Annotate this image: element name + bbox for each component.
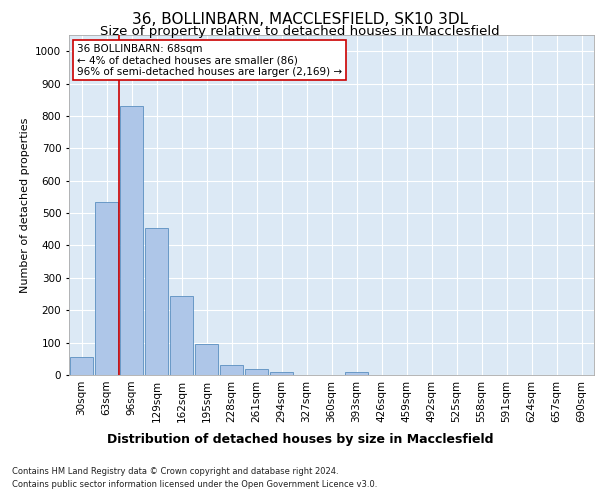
Text: Distribution of detached houses by size in Macclesfield: Distribution of detached houses by size …	[107, 432, 493, 446]
Bar	[170, 296, 193, 375]
Text: Contains public sector information licensed under the Open Government Licence v3: Contains public sector information licen…	[12, 480, 377, 489]
Bar	[220, 366, 243, 375]
Text: 36, BOLLINBARN, MACCLESFIELD, SK10 3DL: 36, BOLLINBARN, MACCLESFIELD, SK10 3DL	[132, 12, 468, 28]
Bar	[95, 202, 118, 375]
Y-axis label: Number of detached properties: Number of detached properties	[20, 118, 29, 292]
Bar	[70, 357, 93, 375]
Bar	[145, 228, 168, 375]
Text: Contains HM Land Registry data © Crown copyright and database right 2024.: Contains HM Land Registry data © Crown c…	[12, 468, 338, 476]
Text: 36 BOLLINBARN: 68sqm
← 4% of detached houses are smaller (86)
96% of semi-detach: 36 BOLLINBARN: 68sqm ← 4% of detached ho…	[77, 44, 342, 76]
Bar	[195, 344, 218, 375]
Bar	[270, 372, 293, 375]
Bar	[120, 106, 143, 375]
Text: Size of property relative to detached houses in Macclesfield: Size of property relative to detached ho…	[100, 25, 500, 38]
Bar	[345, 372, 368, 375]
Bar	[245, 368, 268, 375]
